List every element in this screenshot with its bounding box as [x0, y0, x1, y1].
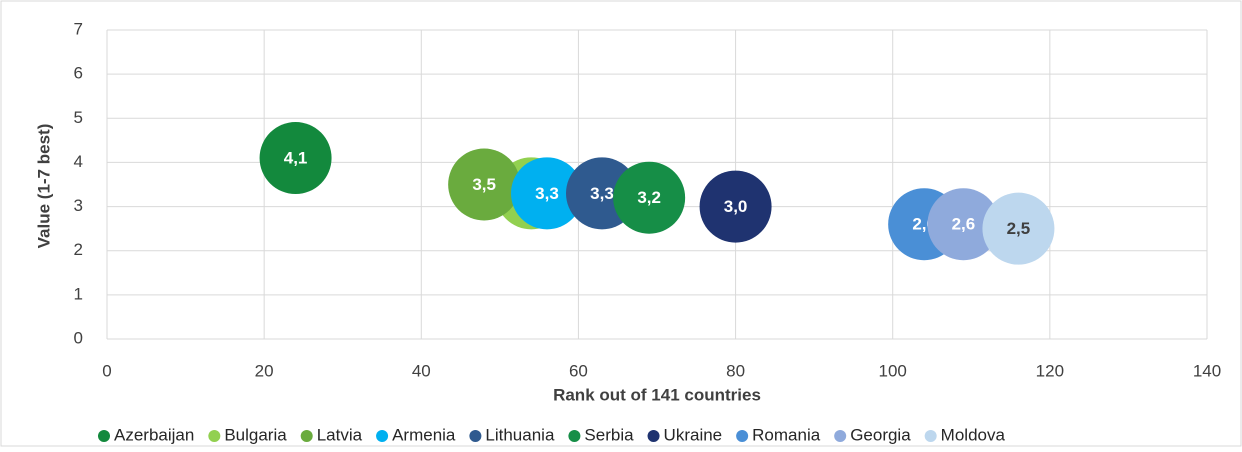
- legend-marker: [98, 430, 110, 442]
- legend-marker: [834, 430, 847, 442]
- y-tick-label: 3: [74, 196, 83, 215]
- x-tick-label: 20: [255, 361, 274, 380]
- x-tick-label: 140: [1193, 361, 1221, 380]
- data-label: 3,0: [724, 197, 748, 216]
- y-tick-label: 5: [74, 108, 83, 127]
- y-tick-label: 0: [74, 328, 83, 347]
- y-tick-label: 4: [74, 152, 83, 171]
- legend-label: Latvia: [317, 425, 363, 444]
- bubble: [448, 148, 521, 221]
- bubble: [511, 157, 583, 230]
- legend-marker: [300, 430, 313, 442]
- legend-label: Azerbaijan: [114, 425, 194, 444]
- legend-label: Ukraine: [664, 425, 723, 444]
- bubble: [259, 122, 332, 195]
- x-tick-label: 40: [412, 361, 431, 380]
- legend-label: Lithuania: [485, 425, 555, 444]
- data-label: 2,6: [952, 215, 976, 234]
- x-tick-label: 80: [726, 361, 745, 380]
- bubble: [927, 188, 1000, 261]
- legend-marker: [568, 430, 581, 442]
- legend-label: Moldova: [941, 425, 1006, 444]
- data-label: 3,3: [590, 184, 614, 203]
- x-tick-label: 100: [879, 361, 907, 380]
- legend-label: Armenia: [392, 425, 456, 444]
- legend-marker: [924, 430, 937, 442]
- data-label: 4,1: [284, 148, 308, 167]
- y-axis-label: Value (1-7 best): [34, 124, 53, 249]
- legend-marker: [208, 430, 221, 442]
- legend-label: Georgia: [850, 425, 911, 444]
- data-label: 3,3: [535, 184, 559, 203]
- y-tick-label: 6: [74, 64, 83, 83]
- legend-marker: [376, 430, 389, 442]
- x-tick-label: 0: [102, 361, 111, 380]
- bubble: [613, 161, 686, 234]
- x-tick-label: 60: [569, 361, 588, 380]
- x-tick-label: 120: [1036, 361, 1064, 380]
- bubble: [982, 192, 1055, 265]
- bubble: [699, 170, 772, 243]
- y-tick-label: 2: [74, 240, 83, 259]
- data-label: 2,5: [1007, 219, 1031, 238]
- legend-label: Romania: [752, 425, 821, 444]
- y-tick-label: 7: [74, 19, 83, 38]
- legend-label: Serbia: [584, 425, 634, 444]
- x-axis-label: Rank out of 141 countries: [553, 385, 761, 404]
- data-label: 3,2: [637, 188, 661, 207]
- legend-label: Bulgaria: [224, 425, 287, 444]
- legend-marker: [736, 430, 749, 442]
- y-tick-label: 1: [74, 284, 83, 303]
- legend-marker: [647, 430, 660, 442]
- legend-marker: [469, 430, 482, 442]
- data-label: 3,5: [472, 175, 496, 194]
